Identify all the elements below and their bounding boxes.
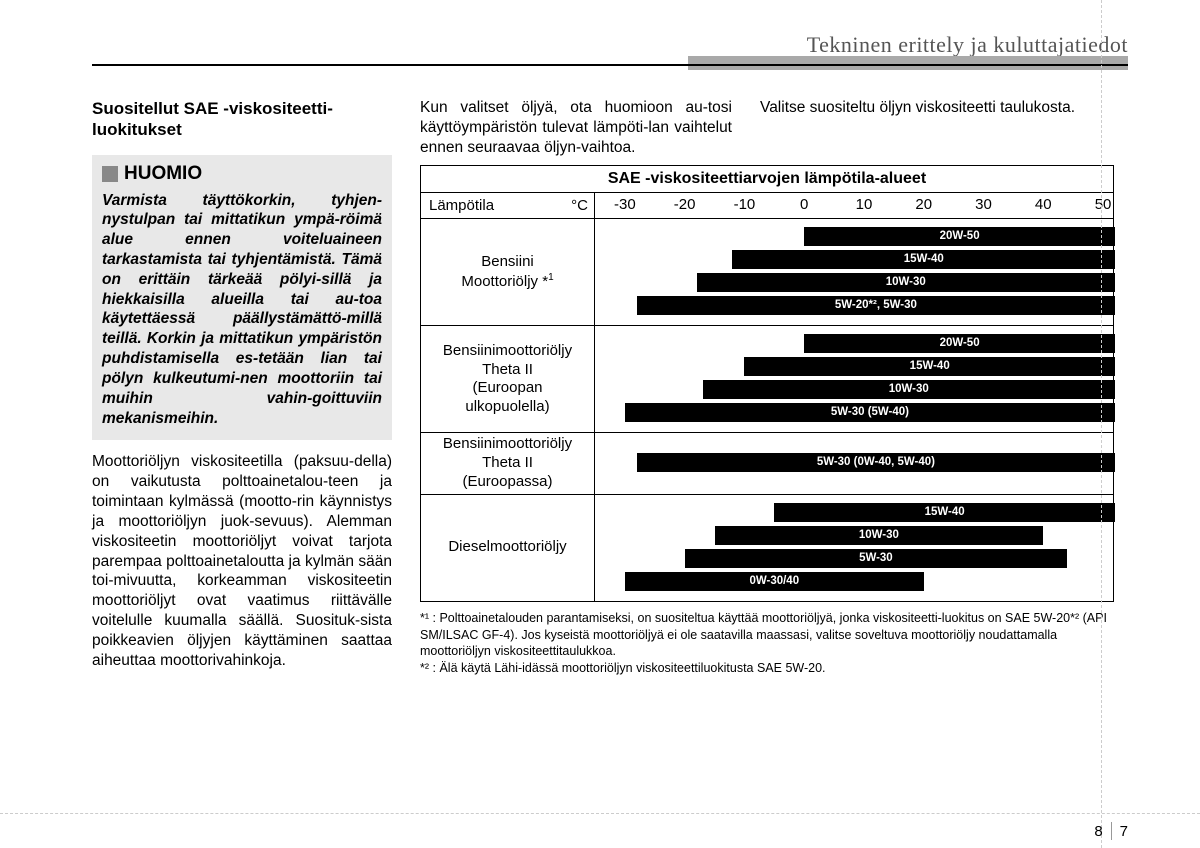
page-number-val: 7 xyxy=(1120,823,1128,840)
footnote-2-prefix: *² : xyxy=(420,661,439,675)
print-guide-right xyxy=(1101,0,1102,848)
chart-row-label: Dieselmoottoriöljy xyxy=(421,494,595,601)
footnote-2-text: Älä käytä Lähi-idässä moottoriöljyn visk… xyxy=(439,661,825,675)
chart-bars-cell: 15W-40 10W-30 5W-30 0W-30/40 xyxy=(595,494,1114,601)
chart-row-label: BensiinimoottoriöljyTheta II(Euroopanulk… xyxy=(421,326,595,433)
chapter-number: 8 xyxy=(1094,823,1102,840)
viscosity-bar: 15W-40 xyxy=(744,357,1115,376)
viscosity-bar: 0W-30/40 xyxy=(625,572,924,591)
chart-temp-label: Lämpötila xyxy=(429,197,494,214)
viscosity-bar: 20W-50 xyxy=(804,334,1115,353)
chart-bars-cell: 20W-50 15W-40 10W-30 5W-30 (5W-40) xyxy=(595,326,1114,433)
notice-box: HUOMIO Varmista täyttökorkin, tyhjen-nys… xyxy=(92,155,392,441)
mid-paragraph-1: Kun valitset öljyä, ota huomioon au-tosi… xyxy=(420,98,732,157)
notice-body: Varmista täyttökorkin, tyhjen-nystulpan … xyxy=(102,191,382,429)
axis-tick: 50 xyxy=(1095,196,1112,213)
viscosity-bar: 10W-30 xyxy=(697,273,1115,292)
axis-tick: 30 xyxy=(975,196,992,213)
page-number: 8 7 xyxy=(1094,822,1128,840)
mid-paragraph-2: Valitse suositeltu öljyn viskositeetti t… xyxy=(760,98,1128,157)
chart-row-label: BensiinimoottoriöljyTheta II(Euroopassa) xyxy=(421,433,595,494)
axis-tick: -30 xyxy=(614,196,636,213)
header-accent xyxy=(688,56,1128,70)
footnote-1: *¹ : Polttoainetalouden parantamiseksi, … xyxy=(420,610,1128,661)
chart-temp-unit: °C xyxy=(571,197,588,214)
axis-tick: 40 xyxy=(1035,196,1052,213)
page-header: Tekninen erittely ja kuluttajatiedot xyxy=(92,32,1128,66)
viscosity-bar: 10W-30 xyxy=(703,380,1115,399)
print-guide-bottom xyxy=(0,813,1200,814)
axis-tick: 20 xyxy=(915,196,932,213)
footnotes: *¹ : Polttoainetalouden parantamiseksi, … xyxy=(420,610,1128,678)
chart-title: SAE -viskositeettiarvojen lämpötila-alue… xyxy=(421,166,1114,193)
viscosity-bar: 5W-30 (0W-40, 5W-40) xyxy=(637,453,1115,472)
chart-bars-cell: 20W-50 15W-40 10W-30 5W-20*², 5W-30 xyxy=(595,219,1114,326)
chart-temp-label-cell: Lämpötila °C xyxy=(421,193,595,219)
axis-tick: 0 xyxy=(800,196,808,213)
chart-axis: -30 -20 -10 0 10 20 30 40 50 xyxy=(595,193,1114,219)
chart-row-label: BensiiniMoottoriöljy *1 xyxy=(421,219,595,326)
chart-bars-cell: 5W-30 (0W-40, 5W-40) xyxy=(595,433,1114,494)
section-heading: Suositellut SAE -viskositeetti-luokituks… xyxy=(92,98,392,141)
viscosity-bar: 15W-40 xyxy=(774,503,1115,522)
viscosity-bar: 5W-30 (5W-40) xyxy=(625,403,1115,422)
viscosity-chart: SAE -viskositeettiarvojen lämpötila-alue… xyxy=(420,165,1128,601)
viscosity-bar: 5W-30 xyxy=(685,549,1068,568)
viscosity-bar: 20W-50 xyxy=(804,227,1115,246)
axis-tick: -10 xyxy=(734,196,756,213)
viscosity-bar: 15W-40 xyxy=(732,250,1115,269)
axis-tick: -20 xyxy=(674,196,696,213)
axis-tick: 10 xyxy=(856,196,873,213)
header-rule xyxy=(92,64,1128,66)
notice-title-text: HUOMIO xyxy=(124,163,202,185)
alert-icon xyxy=(102,166,118,182)
footnote-1-prefix: *¹ : xyxy=(420,611,439,625)
page-num-divider xyxy=(1111,822,1112,840)
footnote-2: *² : Älä käytä Lähi-idässä moottoriöljyn… xyxy=(420,660,1128,677)
viscosity-bar: 10W-30 xyxy=(715,526,1044,545)
viscosity-bar: 5W-20*², 5W-30 xyxy=(637,296,1115,315)
notice-title: HUOMIO xyxy=(102,163,382,185)
footnote-1-text: Polttoainetalouden parantamiseksi, on su… xyxy=(420,611,1107,659)
left-paragraph: Moottoriöljyn viskositeetilla (paksuu-de… xyxy=(92,452,392,670)
